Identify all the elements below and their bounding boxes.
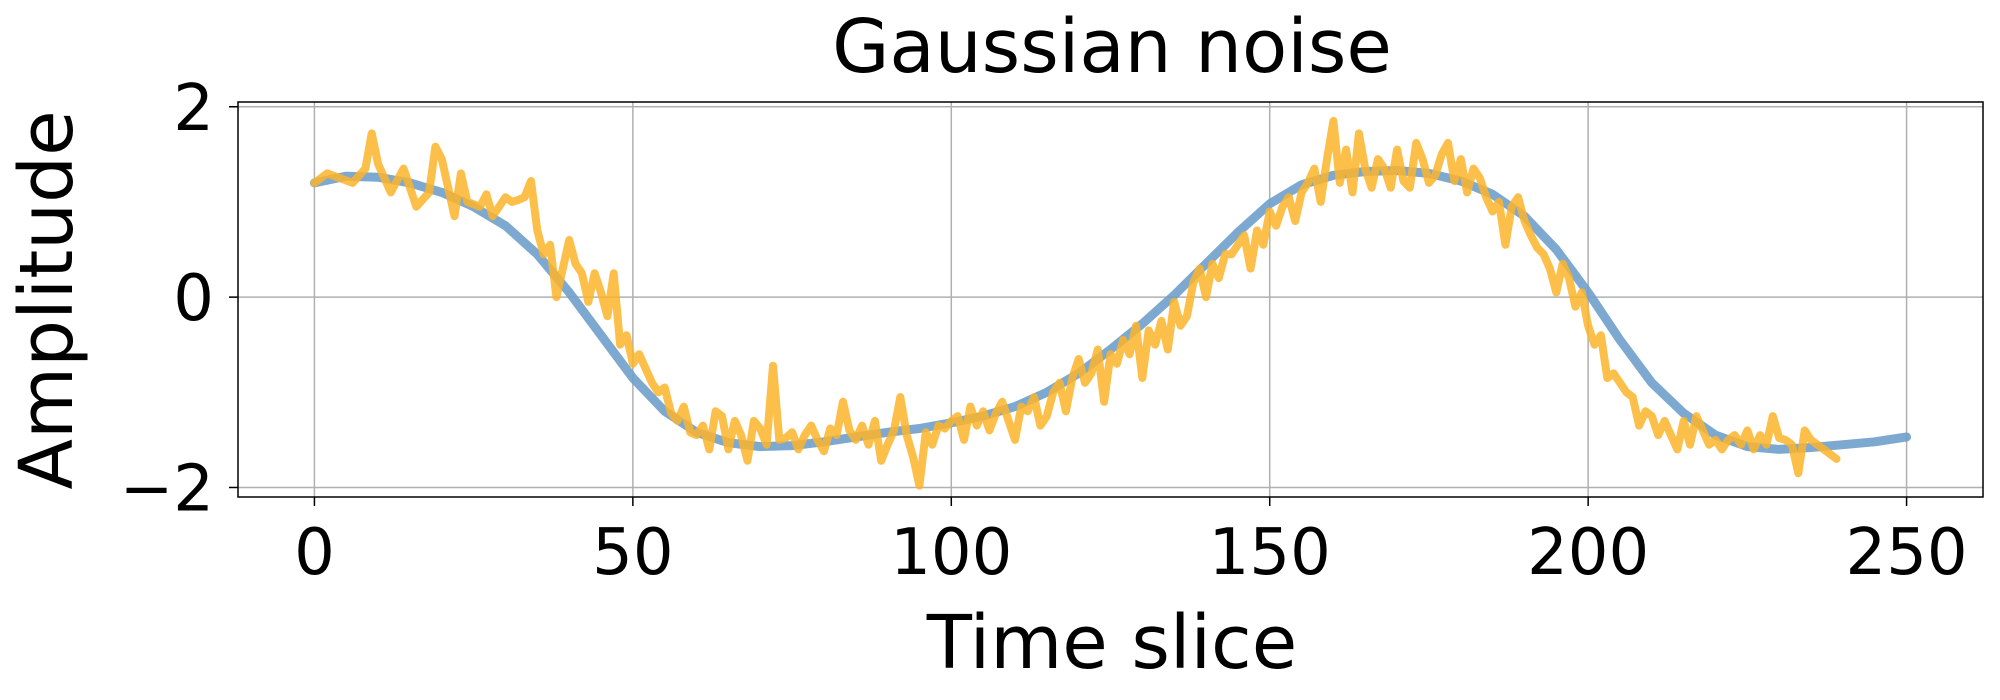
- y-tick-label: 0: [173, 262, 214, 336]
- signal-series-line: [309, 166, 1912, 454]
- x-axis-label: Time slice: [926, 600, 1298, 686]
- series-layer: [309, 117, 1912, 490]
- tick-layer: 0 50 100 150 200 250 2 0 −2: [120, 72, 1968, 590]
- y-axis-label: Amplitude: [4, 110, 90, 489]
- x-tick-label: 50: [592, 516, 673, 590]
- x-tick-label: 100: [890, 516, 1012, 590]
- chart-title: Gaussian noise: [832, 4, 1392, 90]
- x-tick-label: 200: [1527, 516, 1649, 590]
- noisy-series-line: [310, 117, 1841, 490]
- plot-frame: [237, 101, 1984, 498]
- x-tick-label: 250: [1845, 516, 1967, 590]
- y-tick-label: −2: [120, 452, 214, 526]
- y-tick-label: 2: [173, 72, 214, 146]
- x-tick-label: 150: [1209, 516, 1331, 590]
- x-tick-label: 0: [294, 516, 335, 590]
